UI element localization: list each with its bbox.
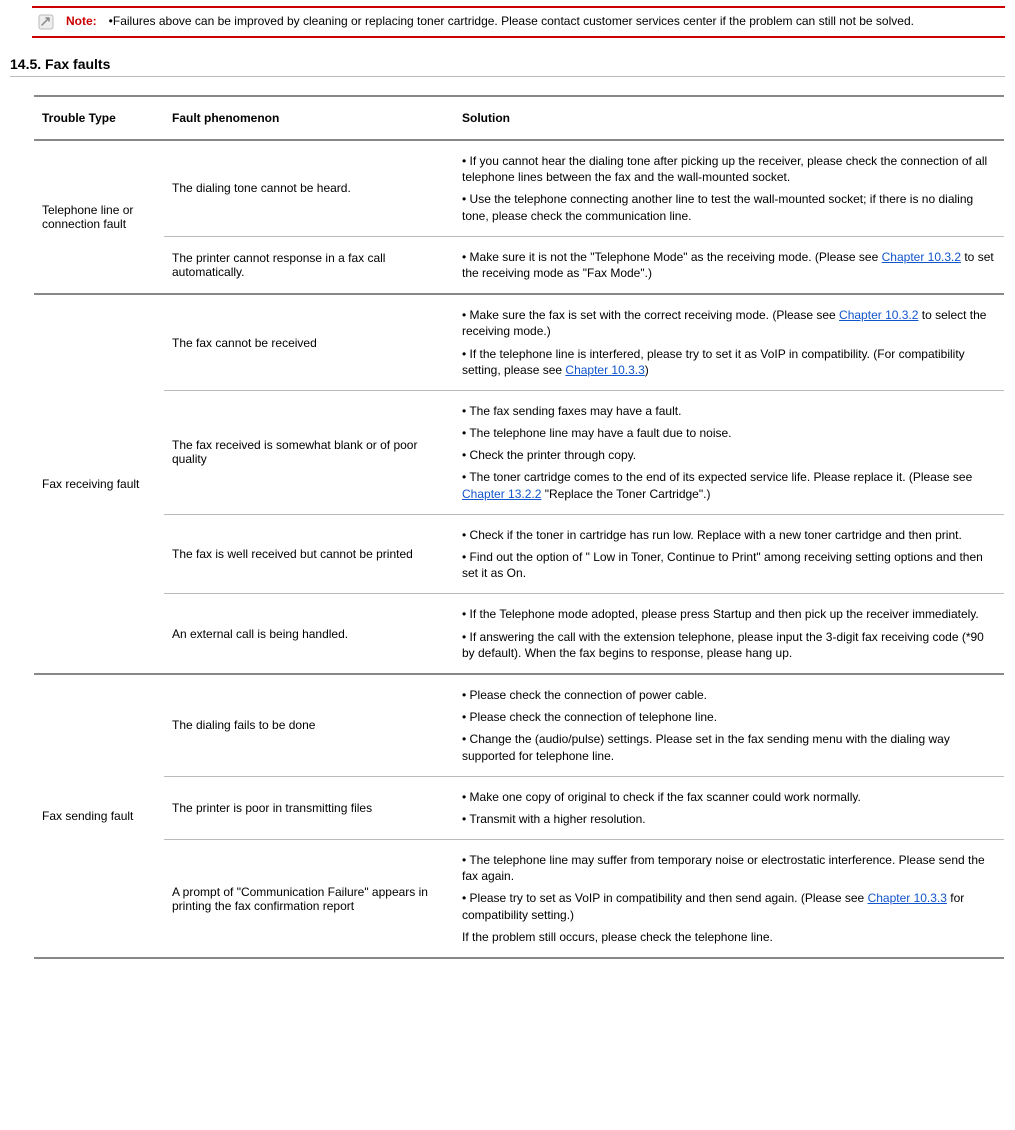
table-group: Fax sending faultThe dialing fails to be…	[34, 675, 1004, 957]
solution-line: • Make sure it is not the "Telephone Mod…	[462, 249, 996, 281]
phenomenon-cell: The printer is poor in transmitting file…	[164, 777, 454, 839]
solution-line: • Check the printer through copy.	[462, 447, 996, 463]
col-header-solution: Solution	[454, 97, 1004, 139]
note-label: Note:	[66, 14, 97, 28]
solution-line: • The toner cartridge comes to the end o…	[462, 469, 996, 501]
rows-container: The dialing tone cannot be heard.• If yo…	[164, 141, 1004, 293]
table-group: Fax receiving faultThe fax cannot be rec…	[34, 295, 1004, 675]
fax-faults-table: Trouble Type Fault phenomenon Solution T…	[34, 95, 1004, 959]
trouble-type-cell: Telephone line or connection fault	[34, 141, 164, 293]
solution-cell: • Make sure it is not the "Telephone Mod…	[454, 237, 1004, 293]
phenomenon-cell: The fax is well received but cannot be p…	[164, 515, 454, 594]
col-header-phenomenon: Fault phenomenon	[164, 97, 454, 139]
solution-cell: • Please check the connection of power c…	[454, 675, 1004, 776]
table-row: The printer cannot response in a fax cal…	[164, 236, 1004, 293]
solution-cell: • If you cannot hear the dialing tone af…	[454, 141, 1004, 236]
phenomenon-cell: The fax cannot be received	[164, 295, 454, 390]
solution-line: • Change the (audio/pulse) settings. Ple…	[462, 731, 996, 763]
phenomenon-cell: The printer cannot response in a fax cal…	[164, 237, 454, 293]
note-box: Note: •Failures above can be improved by…	[32, 6, 1005, 38]
solution-cell: • The telephone line may suffer from tem…	[454, 840, 1004, 957]
solution-line: • Please check the connection of telepho…	[462, 709, 996, 725]
phenomenon-cell: An external call is being handled.	[164, 594, 454, 673]
trouble-type-cell: Fax sending fault	[34, 675, 164, 957]
note-icon	[38, 14, 54, 30]
solution-line: • Make sure the fax is set with the corr…	[462, 307, 996, 339]
chapter-link[interactable]: Chapter 10.3.2	[882, 250, 961, 264]
chapter-link[interactable]: Chapter 13.2.2	[462, 487, 541, 501]
rows-container: The dialing fails to be done • Please che…	[164, 675, 1004, 957]
solution-line: • If the Telephone mode adopted, please …	[462, 606, 996, 622]
chapter-link[interactable]: Chapter 10.3.3	[565, 363, 644, 377]
solution-line: • The telephone line may have a fault du…	[462, 425, 996, 441]
solution-line: • If the telephone line is interfered, p…	[462, 346, 996, 378]
solution-cell: • Make one copy of original to check if …	[454, 777, 1004, 839]
table-row: The printer is poor in transmitting file…	[164, 776, 1004, 839]
table-group: Telephone line or connection faultThe di…	[34, 141, 1004, 295]
solution-line: • Find out the option of " Low in Toner,…	[462, 549, 996, 581]
table-header: Trouble Type Fault phenomenon Solution	[34, 97, 1004, 141]
solution-cell: • Check if the toner in cartridge has ru…	[454, 515, 1004, 594]
solution-cell: • Make sure the fax is set with the corr…	[454, 295, 1004, 390]
solution-line: • The telephone line may suffer from tem…	[462, 852, 996, 884]
rows-container: The fax cannot be received• Make sure th…	[164, 295, 1004, 673]
table-row: An external call is being handled. • If t…	[164, 593, 1004, 673]
solution-line: • Use the telephone connecting another l…	[462, 191, 996, 223]
phenomenon-cell: The dialing tone cannot be heard.	[164, 141, 454, 236]
solution-line: • Please check the connection of power c…	[462, 687, 996, 703]
solution-cell: • If the Telephone mode adopted, please …	[454, 594, 1004, 673]
trouble-type-cell: Fax receiving fault	[34, 295, 164, 673]
table-row: The fax is well received but cannot be p…	[164, 514, 1004, 594]
note-text: •Failures above can be improved by clean…	[109, 14, 1005, 28]
table-row: The fax cannot be received• Make sure th…	[164, 295, 1004, 390]
solution-line: • Make one copy of original to check if …	[462, 789, 996, 805]
chapter-link[interactable]: Chapter 10.3.2	[839, 308, 918, 322]
table-row: The dialing tone cannot be heard.• If yo…	[164, 141, 1004, 236]
table-row: The dialing fails to be done • Please che…	[164, 675, 1004, 776]
solution-line: • If answering the call with the extensi…	[462, 629, 996, 661]
table-row: The fax received is somewhat blank or of…	[164, 390, 1004, 514]
solution-line: • Transmit with a higher resolution.	[462, 811, 996, 827]
col-header-type: Trouble Type	[34, 97, 164, 139]
solution-cell: • The fax sending faxes may have a fault…	[454, 391, 1004, 514]
phenomenon-cell: The dialing fails to be done	[164, 675, 454, 776]
chapter-link[interactable]: Chapter 10.3.3	[868, 891, 947, 905]
solution-line: • If you cannot hear the dialing tone af…	[462, 153, 996, 185]
section-title: 14.5. Fax faults	[10, 56, 1005, 77]
phenomenon-cell: A prompt of "Communication Failure" appe…	[164, 840, 454, 957]
solution-line: If the problem still occurs, please chec…	[462, 929, 996, 945]
table-row: A prompt of "Communication Failure" appe…	[164, 839, 1004, 957]
solution-line: • The fax sending faxes may have a fault…	[462, 403, 996, 419]
phenomenon-cell: The fax received is somewhat blank or of…	[164, 391, 454, 514]
solution-line: • Please try to set as VoIP in compatibi…	[462, 890, 996, 922]
solution-line: • Check if the toner in cartridge has ru…	[462, 527, 996, 543]
